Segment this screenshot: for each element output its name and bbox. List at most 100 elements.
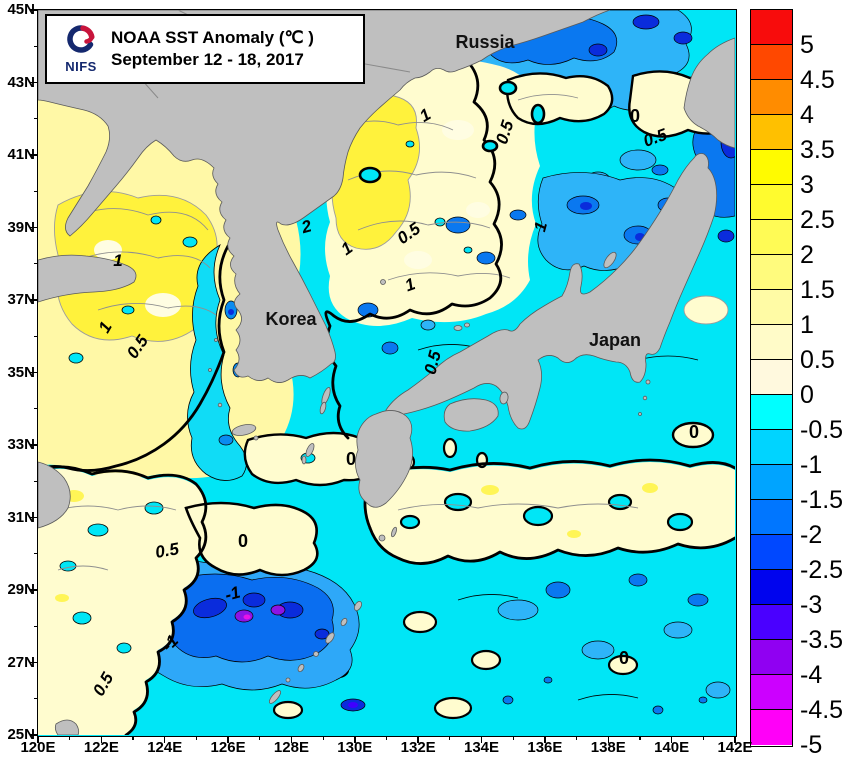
colorbar-segment	[751, 219, 792, 255]
lon-minor-tick	[702, 736, 704, 740]
map-title: NOAA SST Anomaly (℃ )	[111, 28, 314, 47]
title-box: NIFS NOAA SST Anomaly (℃ ) September 12 …	[45, 14, 365, 84]
colorbar-segment	[751, 9, 792, 45]
country-labels-layer: Russia Korea Japan	[265, 32, 641, 350]
lat-tick-mark	[29, 516, 37, 519]
lon-tick-mark	[670, 736, 673, 743]
colorbar-segment	[751, 184, 792, 220]
lon-tick-mark	[607, 736, 610, 743]
lat-minor-tick	[33, 263, 37, 265]
lon-tick-label: 126E	[210, 739, 246, 756]
colorbar-tick-label: 2	[800, 241, 814, 269]
colorbar-tick-label: 1	[800, 311, 814, 339]
lon-tick-mark	[417, 736, 419, 743]
lon-minor-tick	[639, 736, 641, 740]
colorbar-tick-label: 2.5	[800, 206, 835, 234]
colorbar-tick-label: -3	[800, 591, 823, 619]
colorbar	[750, 8, 793, 747]
colorbar-tick-label: 1.5	[800, 276, 835, 304]
lat-tick-mark	[29, 589, 37, 591]
colorbar-segment	[751, 604, 792, 640]
colorbar-tick-label: -0.5	[800, 416, 844, 444]
contour-label: 0	[237, 531, 247, 551]
lat-tick-mark	[29, 734, 37, 736]
lat-tick-label: 25N	[7, 726, 35, 743]
lat-minor-tick	[33, 625, 37, 627]
nifs-logo: NIFS	[53, 24, 109, 74]
lon-tick-mark	[734, 736, 736, 743]
lon-minor-tick	[69, 736, 71, 740]
lat-tick-label: 27N	[7, 653, 35, 671]
lon-tick-label: 136E	[527, 739, 563, 756]
lon-tick-label: 134E	[464, 739, 500, 756]
colorbar-segment	[751, 569, 792, 605]
nifs-taegeuk-icon	[67, 25, 95, 53]
lat-tick-label: 35N	[7, 363, 35, 381]
lat-minor-tick	[33, 698, 37, 700]
lat-tick-label: 45N	[7, 1, 35, 18]
country-label-russia: Russia	[455, 32, 515, 52]
contour-label: 0	[629, 106, 639, 126]
colorbar-tick-label: -1	[800, 451, 823, 479]
colorbar-tick-label: 0	[800, 381, 814, 409]
colorbar-tick-label: -4	[800, 661, 823, 689]
colorbar-segment	[751, 709, 792, 745]
contour-label: -1	[222, 582, 242, 604]
lon-minor-tick	[575, 736, 578, 740]
lat-tick-label: 41N	[7, 146, 35, 163]
lat-tick-label: 37N	[7, 291, 35, 308]
lat-tick-mark	[29, 299, 37, 301]
colorbar-segment	[751, 254, 792, 290]
lat-tick-mark	[29, 9, 37, 11]
lon-tick-mark	[290, 736, 293, 743]
map-date-range: September 12 - 18, 2017	[111, 50, 304, 69]
lon-tick-mark	[163, 736, 166, 743]
lon-tick-label: 138E	[590, 739, 626, 756]
lon-tick-label: 142E	[717, 739, 753, 756]
colorbar-tick-label: 4	[800, 101, 814, 129]
lat-tick-label: 29N	[7, 581, 35, 598]
lat-minor-tick	[33, 45, 37, 47]
colorbar-segment	[751, 114, 792, 150]
colorbar-segment	[751, 44, 792, 80]
colorbar-segment	[751, 499, 792, 535]
colorbar-segment	[751, 149, 792, 185]
land-layer	[37, 9, 735, 735]
lon-tick-mark	[354, 736, 356, 743]
colorbar-segment	[751, 674, 792, 710]
colorbar-tick-label: 3	[800, 171, 814, 199]
colorbar-tick-label: -2	[800, 521, 823, 549]
map-plot: Russia Korea Japan 1 1 0.5 2 1 0.5 1 1 0.5 1 0 0.5 0.5…	[36, 8, 737, 737]
lat-tick-mark	[29, 371, 37, 374]
lat-minor-tick	[33, 335, 37, 337]
lon-tick-label: 122E	[83, 739, 119, 756]
colorbar-segment	[751, 359, 792, 395]
colorbar-segment	[751, 639, 792, 675]
lon-tick-mark	[227, 736, 229, 743]
contour-label: 0	[345, 449, 355, 469]
lat-tick-label: 33N	[7, 436, 35, 453]
lat-tick-mark	[29, 154, 37, 156]
lon-tick-label: 132E	[400, 739, 436, 756]
colorbar-segment	[751, 289, 792, 325]
colorbar-tick-label: 5	[800, 31, 814, 59]
lon-tick-label: 124E	[147, 739, 183, 756]
colorbar-tick-label: 4.5	[800, 66, 835, 94]
contour-label: 0	[688, 422, 698, 442]
lat-tick-label: 43N	[7, 73, 35, 91]
lat-minor-tick	[33, 480, 37, 482]
colorbar-segment	[751, 534, 792, 570]
colorbar-tick-label: -1.5	[800, 486, 844, 514]
contour-label: 0.5	[153, 539, 180, 562]
lon-minor-tick	[322, 736, 324, 740]
colorbar-tick-label: 0.5	[800, 346, 835, 374]
colorbar-tick-label: -2.5	[800, 556, 844, 584]
contour-label: 0	[618, 648, 628, 668]
lat-tick-mark	[29, 444, 37, 446]
lon-minor-tick	[512, 736, 514, 740]
lat-tick-mark	[29, 226, 37, 229]
lon-tick-label: 120E	[20, 739, 56, 756]
colorbar-segment	[751, 429, 792, 465]
